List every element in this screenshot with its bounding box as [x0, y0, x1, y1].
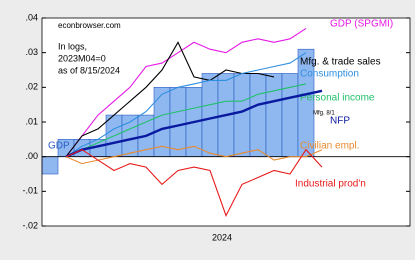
annotation: as of 8/15/2024 — [58, 65, 120, 75]
series-label: Civilian empl. — [300, 141, 359, 152]
y-tick-label: .01 — [25, 116, 38, 126]
bar — [201, 73, 219, 157]
bar — [233, 73, 251, 157]
annotation: 2023M04=0 — [58, 53, 106, 63]
line — [65, 83, 307, 158]
series-label: NFP — [330, 116, 350, 127]
bar — [41, 156, 59, 175]
y-tick-label: .02 — [25, 82, 38, 92]
series-label: Personal income — [300, 93, 375, 104]
line — [65, 41, 275, 158]
line — [65, 145, 323, 165]
bar — [265, 73, 283, 157]
y-tick-label: .03 — [25, 47, 38, 57]
bar — [121, 114, 139, 157]
annotation: In logs, — [58, 41, 87, 51]
y-tick-label: -.01 — [22, 186, 38, 196]
plot-frame — [41, 17, 411, 227]
series-label: Industrial prod'n — [295, 179, 366, 190]
bar-label: GDP — [48, 141, 70, 152]
y-tick-label: .00 — [25, 151, 38, 161]
line — [65, 27, 307, 158]
x-tick-label: 2024 — [212, 232, 232, 242]
series-label: Mfg. & trade sales — [300, 57, 381, 68]
line — [65, 148, 323, 217]
series-label: Consumption — [300, 69, 359, 80]
annotation: Mfg. 8/1 — [313, 111, 335, 117]
bar — [169, 87, 187, 157]
line — [65, 89, 323, 158]
annotation: econbrowser.com — [58, 21, 121, 30]
bar — [249, 73, 267, 157]
series-label: GDP (SPGMI) — [330, 19, 393, 30]
y-tick-label: .04 — [25, 12, 38, 22]
y-tick-label: -.02 — [22, 220, 38, 230]
line — [65, 52, 307, 158]
